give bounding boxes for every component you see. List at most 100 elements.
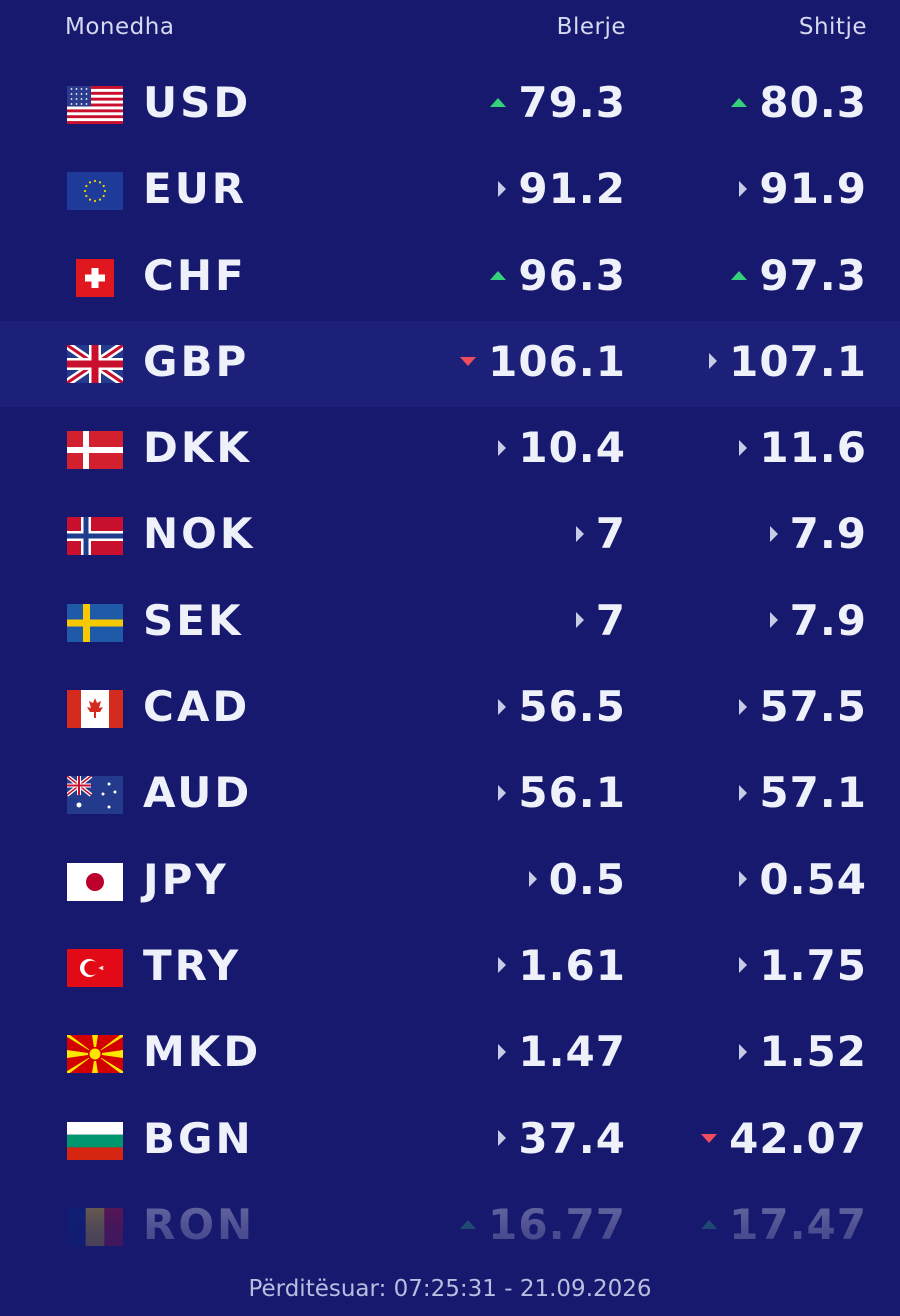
trend-flat-icon (739, 698, 748, 715)
sell-rate: 57.1 (739, 768, 867, 817)
trend-flat-icon (575, 525, 584, 542)
buy-rate: 106.1 (460, 337, 626, 386)
sell-rate-value: 0.54 (759, 854, 867, 904)
currency-row-dkk: DKK 10.4 11.6 (0, 407, 900, 493)
buy-rate: 96.3 (490, 251, 626, 300)
sell-rate: 42.07 (701, 1114, 867, 1163)
sell-rate: 80.3 (731, 78, 867, 127)
currency-code: NOK (143, 509, 256, 559)
currency-code: DKK (143, 423, 252, 473)
currency-code: CHF (143, 250, 247, 300)
dk-flag-icon (67, 431, 123, 470)
us-flag-icon (67, 86, 123, 124)
buy-rate: 0.5 (528, 854, 626, 904)
eu-flag-icon (67, 172, 123, 211)
buy-rate: 91.2 (498, 164, 626, 213)
sell-rate-value: 57.1 (759, 768, 867, 818)
se-flag-icon (67, 603, 123, 642)
currency-code: USD (143, 78, 252, 127)
sell-rate-value: 107.1 (729, 336, 867, 386)
currency-code: BGN (143, 1113, 254, 1163)
trend-flat-icon (709, 353, 718, 370)
sell-rate-value: 57.5 (759, 682, 867, 732)
sell-rate-value: 91.9 (759, 164, 867, 214)
trend-down-icon (701, 1133, 718, 1143)
sell-rate: 0.54 (739, 855, 867, 904)
trend-flat-icon (498, 698, 507, 715)
trend-flat-icon (769, 612, 778, 629)
currency-row-chf: CHF 96.3 97.3 (0, 235, 900, 321)
buy-rate: 16.77 (460, 1200, 626, 1249)
ca-flag-icon (67, 690, 123, 729)
sell-rate-value: 17.47 (729, 1199, 867, 1249)
buy-rate: 7 (575, 595, 626, 645)
buy-rate: 79.3 (490, 78, 626, 127)
sell-rate: 57.5 (739, 682, 867, 731)
buy-rate-value: 37.4 (518, 1113, 626, 1163)
currency-row-bgn: BGN 37.4 42.07 (0, 1098, 900, 1184)
currency-row-try: TRY 1.61 1.75 (0, 925, 900, 1011)
currency-code: GBP (143, 336, 250, 386)
currency-code: SEK (143, 595, 244, 645)
buy-rate-value: 1.47 (518, 1027, 626, 1077)
trend-flat-icon (498, 957, 507, 974)
buy-rate-value: 0.5 (548, 854, 626, 904)
currency-row-cad: CAD 56.5 57.5 (0, 666, 900, 752)
sell-rate: 91.9 (739, 164, 867, 213)
au-flag-icon (67, 776, 123, 815)
trend-flat-icon (739, 871, 748, 888)
currency-column-header: Monedha (65, 14, 175, 40)
no-flag-icon (67, 517, 123, 556)
sell-rate-value: 80.3 (759, 78, 867, 127)
sell-rate-value: 42.07 (729, 1113, 867, 1163)
trend-flat-icon (528, 871, 537, 888)
rates-list: USD 79.3 80.3 EUR 91.2 91.9 CHF 96.3 97.3 GBP 106.… (0, 62, 900, 1270)
trend-flat-icon (498, 180, 507, 197)
buy-rate: 10.4 (498, 423, 626, 472)
currency-row-eur: EUR 91.2 91.9 (0, 148, 900, 234)
currency-code: EUR (143, 164, 248, 214)
currency-row-jpy: JPY 0.5 0.54 (0, 839, 900, 925)
trend-up-icon (731, 270, 748, 280)
tr-flag-icon (67, 948, 123, 987)
sell-rate-value: 1.75 (759, 940, 867, 990)
currency-row-aud: AUD 56.1 57.1 (0, 752, 900, 838)
sell-rate: 1.52 (739, 1027, 867, 1076)
buy-rate-value: 7 (595, 595, 626, 645)
buy-rate: 37.4 (498, 1114, 626, 1163)
currency-row-ron: RON 16.77 17.47 (0, 1184, 900, 1270)
currency-code: TRY (143, 940, 242, 990)
currency-row-gbp: GBP 106.1 107.1 (0, 320, 900, 408)
ro-flag-icon (67, 1207, 123, 1246)
trend-flat-icon (739, 1043, 748, 1060)
buy-rate-value: 106.1 (488, 336, 626, 386)
sell-rate-value: 1.52 (759, 1027, 867, 1077)
buy-rate-value: 91.2 (518, 164, 626, 214)
trend-flat-icon (739, 784, 748, 801)
sell-rate-value: 11.6 (759, 423, 867, 473)
sell-rate: 7.9 (769, 596, 867, 645)
trend-flat-icon (498, 784, 507, 801)
currency-row-usd: USD 79.3 80.3 (0, 62, 900, 148)
trend-flat-icon (498, 439, 507, 456)
currency-row-sek: SEK 7 7.9 (0, 580, 900, 666)
trend-up-icon (731, 98, 748, 107)
buy-rate: 1.61 (498, 941, 626, 990)
buy-rate-value: 10.4 (518, 423, 626, 473)
buy-rate-value: 16.77 (488, 1199, 626, 1249)
sell-rate: 11.6 (739, 423, 867, 472)
currency-code: MKD (143, 1027, 262, 1077)
sell-rate: 1.75 (739, 941, 867, 990)
trend-flat-icon (739, 439, 748, 456)
currency-code: AUD (143, 768, 253, 818)
trend-up-icon (701, 1219, 718, 1229)
currency-row-mkd: MKD 1.47 1.52 (0, 1011, 900, 1097)
buy-column-header: Blerje (556, 14, 626, 40)
currency-code: CAD (143, 682, 251, 732)
buy-rate-value: 7 (595, 509, 626, 559)
currency-code: RON (143, 1199, 256, 1249)
buy-rate: 7 (575, 509, 626, 559)
buy-rate-value: 79.3 (518, 78, 626, 127)
sell-rate: 7.9 (769, 509, 867, 558)
buy-rate: 1.47 (498, 1027, 626, 1076)
